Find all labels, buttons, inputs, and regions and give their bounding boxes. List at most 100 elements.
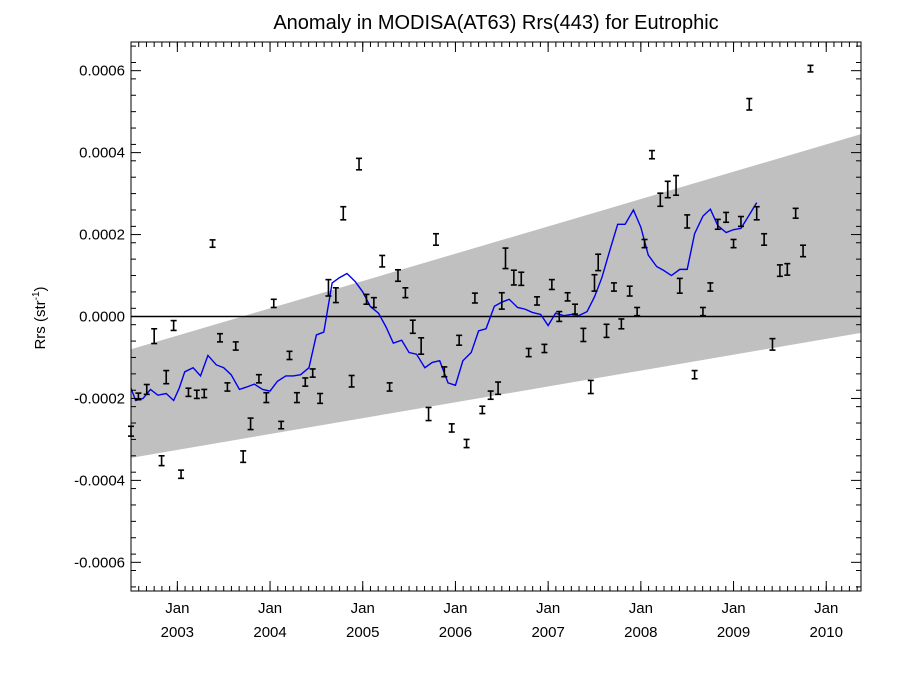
data-point [247,417,254,431]
data-point [572,303,579,315]
x-tick-label-year: 2008 [624,624,657,641]
data-point [784,262,791,276]
data-point [487,390,494,401]
x-tick-label-year: 2005 [346,624,379,641]
data-point [317,392,324,405]
data-point [178,469,185,480]
y-axis-label-superscript: -1 [31,291,42,300]
data-point [800,244,807,258]
data-point [498,291,505,310]
data-point [580,327,587,343]
x-tick-label-month: Jan [629,600,653,617]
data-point [394,268,401,283]
data-point [657,192,664,208]
data-point [263,391,270,404]
data-point [518,271,525,287]
data-point [634,306,641,317]
data-point [418,337,425,355]
data-point [603,323,610,339]
data-point [699,306,706,317]
x-tick-label-year: 2007 [531,624,564,641]
data-point [737,215,744,228]
data-point [664,180,671,199]
data-point [402,287,409,299]
data-point [746,97,753,111]
data-point [332,287,339,304]
data-point [340,205,347,221]
y-tick-label: -0.0006 [74,554,125,571]
data-point [379,254,386,268]
x-tick-label-month: Jan [443,600,467,617]
trend-envelope [131,134,861,458]
data-point [240,450,247,464]
chart-title: Anomaly in MODISA(AT63) Rrs(443) for Eut… [273,12,718,34]
data-point [673,174,680,197]
data-point [216,332,223,343]
x-tick-label-year: 2003 [161,624,194,641]
data-point [209,239,216,249]
data-point [370,296,377,309]
data-point [534,296,541,306]
data-point [730,238,737,249]
x-tick-label-year: 2004 [253,624,286,641]
y-axis-label-suffix: ) [32,286,49,291]
x-tick-label-year: 2006 [439,624,472,641]
plot-area: -0.0006 -0.0004 -0.0002 0.0000 0.0002 0.0004 0… [74,41,862,641]
data-point [495,381,502,396]
data-point [548,278,555,291]
data-point [302,377,309,387]
data-point [618,318,625,330]
data-point [309,368,316,378]
x-tick-label-month: Jan [165,600,189,617]
data-point [193,389,200,400]
data-point [556,310,563,323]
data-point [224,382,231,392]
data-point [714,218,721,231]
data-point [432,232,439,247]
data-point [409,319,416,335]
y-tick-label: -0.0004 [74,472,125,489]
smoothed-anomaly-line [131,202,758,402]
data-point [232,341,239,351]
data-point [684,214,691,229]
y-tick-label: 0.0002 [79,227,125,244]
data-point [363,293,370,306]
data-point [325,278,332,297]
data-point [707,282,714,292]
x-tick-label-year: 2009 [717,624,750,641]
data-point [792,207,799,219]
data-point [185,387,192,398]
x-tick-label-year: 2010 [810,624,843,641]
x-tick-label-month: Jan [536,600,560,617]
x-tick-label-month: Jan [721,600,745,617]
data-point [479,405,486,415]
data-point [776,264,783,278]
data-point [610,282,617,292]
data-point [456,334,463,346]
data-point [201,388,208,399]
data-point [587,379,594,395]
x-tick-label-month: Jan [351,600,375,617]
data-point [348,374,355,388]
data-point [502,247,509,270]
data-point [293,391,300,404]
data-point [278,420,285,430]
data-point [591,273,598,292]
y-tick-label: 0.0006 [79,63,125,80]
data-point [769,337,776,351]
x-tick-label-month: Jan [814,600,838,617]
data-point [723,211,730,224]
y-tick-label: -0.0002 [74,390,125,407]
data-point [151,327,158,345]
data-point [448,423,455,433]
data-point [641,238,648,249]
x-tick-label-month: Jan [258,600,282,617]
data-point [525,347,532,358]
data-point [270,298,277,309]
data-point [356,157,363,171]
data-point [463,438,470,449]
data-point [143,383,150,396]
data-point [158,454,165,467]
data-point [541,343,548,354]
